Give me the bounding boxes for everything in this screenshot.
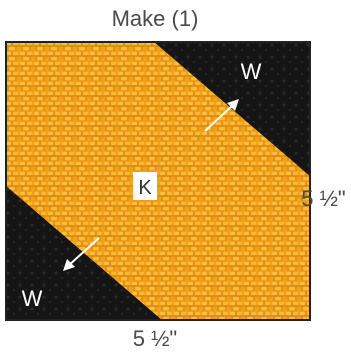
black-corner-bottom-left [5,185,163,321]
arrow-top-right [204,99,239,132]
block-outline [5,41,311,321]
center-label-text: K [138,177,152,199]
black-corner-top-right [153,41,311,177]
width-dimension: 5 ½" [132,326,178,351]
arrow-bottom-left [63,237,100,271]
height-dimension: 5 ½" [301,186,346,211]
corner-label-top-right: W [241,59,262,84]
center-label: K [133,172,157,200]
make-count-title: Make (1) [111,6,199,31]
quilt-block-diagram: K W W [5,41,311,321]
corner-label-bottom-left: W [22,286,43,311]
